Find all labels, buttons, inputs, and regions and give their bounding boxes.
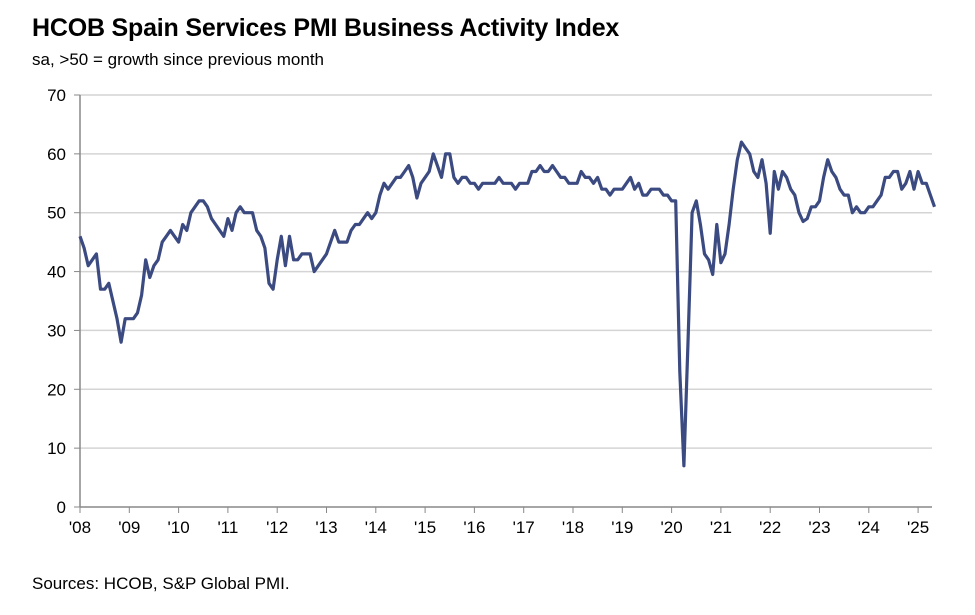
x-tick-label: '19 (611, 518, 633, 537)
y-tick-label: 70 (47, 86, 66, 105)
x-tick-label: '12 (266, 518, 288, 537)
x-tick-label: '20 (661, 518, 683, 537)
x-tick-label: '24 (858, 518, 880, 537)
y-tick-label: 60 (47, 145, 66, 164)
x-tick-label: '16 (463, 518, 485, 537)
x-tick-label: '21 (710, 518, 732, 537)
chart-subtitle: sa, >50 = growth since previous month (32, 50, 324, 69)
x-tick-label: '14 (365, 518, 387, 537)
x-tick-label: '22 (759, 518, 781, 537)
x-tick-label: '15 (414, 518, 436, 537)
x-tick-label: '13 (315, 518, 337, 537)
y-tick-label: 30 (47, 321, 66, 340)
y-tick-label: 0 (57, 498, 66, 517)
x-tick-label: '10 (168, 518, 190, 537)
x-tick-label: '23 (808, 518, 830, 537)
pmi-series-line (78, 140, 937, 468)
y-tick-label: 20 (47, 380, 66, 399)
chart-title: HCOB Spain Services PMI Business Activit… (32, 14, 620, 42)
x-tick-label: '11 (217, 518, 238, 537)
y-tick-label: 40 (47, 263, 66, 282)
source-note: Sources: HCOB, S&P Global PMI. (32, 574, 290, 593)
x-tick-label: '18 (562, 518, 584, 537)
x-tick-label: '08 (69, 518, 91, 537)
x-tick-label: '25 (907, 518, 929, 537)
x-tick-label: '17 (513, 518, 535, 537)
y-tick-label: 50 (47, 204, 66, 223)
y-tick-label: 10 (47, 439, 66, 458)
x-tick-label: '09 (118, 518, 140, 537)
